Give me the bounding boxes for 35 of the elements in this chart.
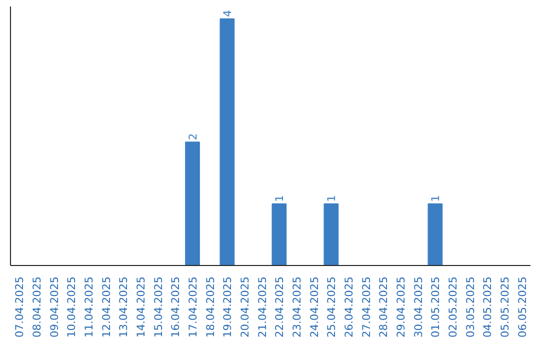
x-tick-label: 26.04.2025 [342,276,356,338]
x-tick-label: 18.04.2025 [204,276,217,338]
x-tick-label: 20.04.2025 [238,276,252,338]
x-tick-label: 17.04.2025 [186,276,200,338]
data-label: 4 [221,10,234,17]
x-tick-label: 28.04.2025 [377,276,390,338]
x-tick-label: 14.04.2025 [134,276,148,338]
x-tick-label: 02.05.2025 [446,276,460,338]
x-tick-label: 29.04.2025 [394,276,408,338]
x-tick-label: 23.04.2025 [290,276,304,338]
x-tick-label: 04.05.2025 [481,276,494,338]
x-tick-label: 06.05.2025 [516,276,529,338]
x-tick-label: 12.04.2025 [100,276,113,338]
x-tick-label: 27.04.2025 [360,276,373,338]
x-tick-label: 24.04.2025 [308,276,321,338]
x-tick-label: 16.04.2025 [169,276,182,338]
x-tick-label: 09.04.2025 [48,276,61,338]
x-tick-label: 07.04.2025 [13,276,26,338]
data-label: 2 [186,133,200,140]
data-label: 1 [325,195,338,202]
x-tick-label: 08.04.2025 [30,276,44,338]
x-tick-label: 05.05.2025 [498,276,512,338]
x-tick-label: 03.05.2025 [464,276,477,338]
x-tick-label: 22.04.2025 [273,276,286,338]
x-tick-label: 10.04.2025 [65,276,78,338]
data-label: 1 [273,195,286,202]
x-tick-label: 13.04.2025 [117,276,130,338]
x-tick-label: 30.04.2025 [412,276,425,338]
x-tick-label: 01.05.2025 [429,276,442,338]
x-tick-label: 15.04.2025 [152,276,165,338]
x-tick-label: 21.04.2025 [256,276,269,338]
x-tick-label: 25.04.2025 [325,276,338,338]
data-label: 1 [429,195,442,202]
x-tick-label: 19.04.2025 [221,276,234,338]
x-tick-label: 11.04.2025 [82,276,96,338]
